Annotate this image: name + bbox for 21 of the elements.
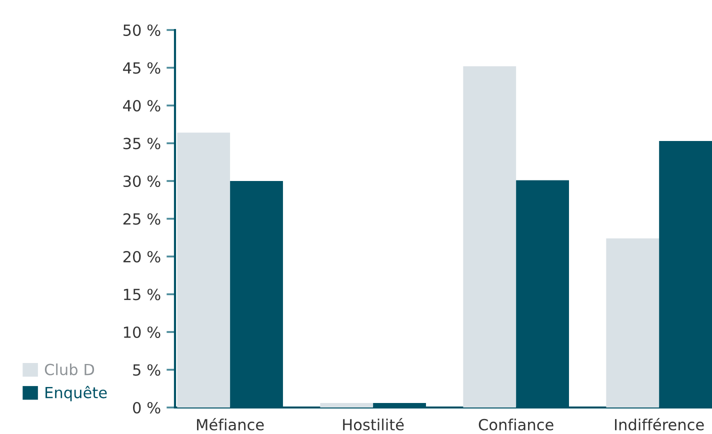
x-tick-label: Indifférence bbox=[615, 418, 704, 430]
y-tick-label: 50 % bbox=[123, 24, 160, 36]
y-tick-label: 5 % bbox=[133, 364, 160, 376]
bar bbox=[177, 132, 230, 408]
legend-label: Enquête bbox=[46, 386, 107, 402]
y-tick-label: 45 % bbox=[123, 62, 160, 74]
y-tick-label: 15 % bbox=[124, 288, 160, 300]
y-tick-label: 10 % bbox=[124, 326, 160, 338]
y-tick-label: 30 % bbox=[123, 175, 160, 188]
x-tick-label: Méfiance bbox=[197, 418, 264, 430]
y-tick-label: 40 % bbox=[123, 100, 160, 112]
y-tick-label: 0 % bbox=[133, 402, 160, 414]
y-tick-label: 20 % bbox=[123, 250, 160, 263]
bar bbox=[606, 238, 660, 408]
legend-label: Club D bbox=[44, 363, 94, 376]
y-tick-label: 25 % bbox=[123, 213, 160, 225]
x-tick-label: Confiance bbox=[478, 418, 554, 430]
x-tick-label: Hostilité bbox=[343, 418, 404, 430]
bar bbox=[320, 402, 374, 408]
y-tick-label: 35 % bbox=[123, 138, 160, 150]
bar bbox=[463, 66, 516, 408]
